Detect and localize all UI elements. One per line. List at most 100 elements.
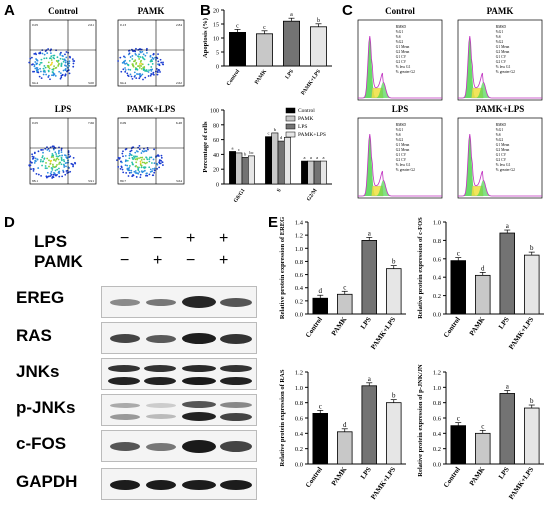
flow-dot bbox=[33, 53, 36, 55]
g2-peak-area bbox=[374, 82, 394, 98]
flow-dot bbox=[127, 175, 130, 177]
quadrant-q3-value: 94.4 bbox=[120, 81, 126, 85]
flow-dot bbox=[56, 56, 59, 59]
flow-dot bbox=[128, 165, 131, 167]
quadrant-q3-value: 89.7 bbox=[120, 179, 126, 183]
flow-dot bbox=[141, 63, 144, 66]
flow-dot bbox=[38, 52, 41, 55]
y-tick-label: 0.6 bbox=[295, 272, 304, 279]
flow-dot bbox=[54, 173, 57, 176]
bar-pamk bbox=[256, 33, 274, 67]
flow-dot bbox=[146, 174, 149, 177]
flow-dot bbox=[32, 157, 35, 160]
cycle-stat-label: G2 Mean bbox=[396, 148, 410, 152]
flow-dot bbox=[151, 63, 154, 65]
flow-dot bbox=[131, 63, 134, 66]
cycle-stat-label: %G1 bbox=[396, 128, 404, 132]
y-axis-label: Percentage of cells bbox=[202, 121, 209, 173]
flow-dot bbox=[135, 62, 138, 64]
bar-lps bbox=[499, 393, 516, 465]
x-tick-label: LPS bbox=[359, 315, 373, 330]
x-tick-label: G2/M bbox=[306, 187, 319, 202]
flow-dot bbox=[157, 63, 159, 66]
y-axis-label: Relative protein expression of p-JNK/JNK bbox=[417, 364, 424, 477]
flow-dots bbox=[117, 47, 165, 81]
cycle-stat-label: % greater G2 bbox=[496, 168, 515, 172]
flow-dot bbox=[55, 60, 58, 62]
histogram-outline bbox=[458, 133, 542, 197]
flow-dot bbox=[139, 162, 142, 165]
flow-dot bbox=[133, 170, 136, 173]
flow-dot bbox=[50, 63, 53, 65]
quadrant-q1-value: 0.05 bbox=[32, 23, 38, 27]
x-tick-label: LPS bbox=[359, 465, 373, 480]
flow-dot bbox=[156, 71, 159, 74]
flow-dot bbox=[146, 161, 148, 164]
x-tick-label: PAMK bbox=[330, 315, 349, 337]
flow-dot bbox=[148, 173, 151, 176]
flow-dot bbox=[55, 153, 58, 155]
protein-label-jnks: JNKs bbox=[16, 362, 60, 381]
bar-pamk bbox=[337, 431, 353, 465]
flow-dot bbox=[68, 62, 71, 65]
y-tick-label: 5 bbox=[216, 51, 219, 57]
flow-dot bbox=[69, 56, 71, 59]
panel-letter-a: A bbox=[4, 2, 15, 19]
pamk-sign-2: + bbox=[153, 252, 163, 269]
flow-dot bbox=[61, 175, 64, 178]
ereg-expression-chart: 0.0 0.2 0.4 0.6 0.8 1.0 1.2 1.4 Relative protein… bbox=[279, 217, 406, 351]
flow-dot bbox=[64, 173, 67, 176]
blot-jnks bbox=[101, 358, 257, 390]
flow-dot bbox=[43, 57, 46, 60]
flow-dot bbox=[43, 53, 46, 56]
flow-dot bbox=[72, 165, 74, 168]
flow-dot bbox=[31, 63, 33, 66]
flow-dot bbox=[52, 54, 55, 57]
y-tick-label: 100 bbox=[210, 109, 219, 115]
flow-dot bbox=[50, 170, 53, 173]
y-tick-label: 15 bbox=[213, 23, 219, 29]
flow-dot bbox=[72, 157, 75, 159]
y-tick-label: 0.4 bbox=[433, 275, 442, 282]
y-tick-label: 1.2 bbox=[433, 370, 441, 377]
flow-dot bbox=[117, 166, 120, 168]
legend-swatch bbox=[285, 123, 296, 130]
flow-dot bbox=[156, 163, 159, 166]
x-tick-label: Control bbox=[226, 68, 242, 87]
flow-dot bbox=[37, 150, 40, 153]
flow-dot bbox=[58, 149, 60, 152]
flow-dot bbox=[59, 77, 62, 80]
bar-lps bbox=[499, 232, 516, 315]
flow-dot bbox=[66, 70, 68, 73]
flow-dot bbox=[116, 159, 118, 162]
flow-dot bbox=[143, 66, 146, 68]
cycle-stat-label: G2 Mean bbox=[496, 148, 510, 152]
flow-dot bbox=[47, 69, 50, 72]
significance-letter: d bbox=[481, 264, 485, 272]
flow-dot bbox=[140, 152, 143, 154]
cycle-stat-label: G1 CV bbox=[396, 55, 407, 59]
flow-dot bbox=[38, 75, 41, 78]
significance-letter: d bbox=[319, 287, 323, 295]
flow-dot bbox=[58, 167, 60, 170]
flow-dot bbox=[162, 164, 164, 166]
flow-dot bbox=[136, 166, 139, 169]
flow-dot bbox=[138, 145, 141, 147]
flow-dot bbox=[138, 166, 140, 169]
flow-dot bbox=[138, 77, 141, 80]
y-axis-label: Relative protein expression of EREG bbox=[279, 217, 286, 319]
bar-pamk bbox=[271, 132, 279, 185]
flow-dot bbox=[56, 163, 58, 166]
flow-dot bbox=[140, 170, 143, 173]
y-tick-label: 0.4 bbox=[433, 431, 442, 438]
flow-dot bbox=[118, 157, 121, 160]
flow-dot bbox=[31, 153, 33, 156]
flow-dot bbox=[138, 48, 141, 51]
flow-dot bbox=[61, 73, 64, 76]
flow-dot bbox=[72, 65, 75, 68]
significance-letter: bc bbox=[249, 150, 253, 155]
flow-dot bbox=[42, 151, 44, 154]
significance-letter: d bbox=[343, 421, 347, 429]
flow-dot bbox=[36, 68, 38, 71]
flow-dot bbox=[37, 71, 40, 74]
